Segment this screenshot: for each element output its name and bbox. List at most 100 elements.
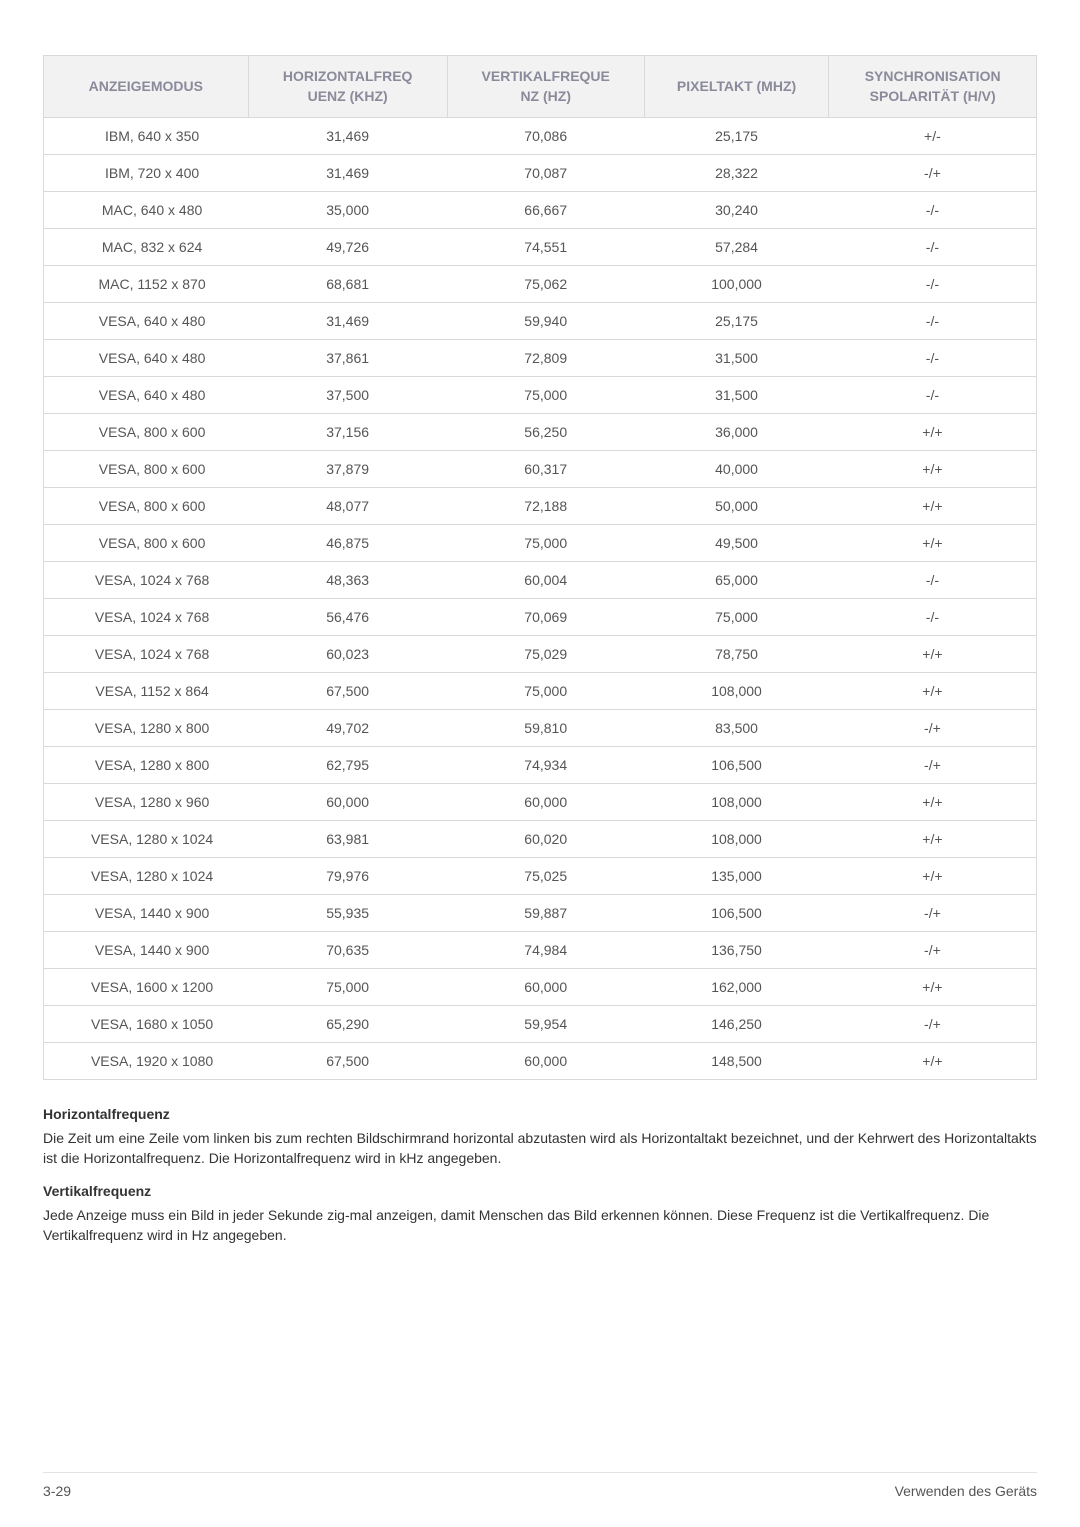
table-cell: 60,004 (447, 562, 644, 599)
heading-vertikalfrequenz: Vertikalfrequenz (43, 1183, 1037, 1199)
table-row: VESA, 1920 x 108067,50060,000148,500+/+ (44, 1043, 1037, 1080)
table-cell: 31,469 (248, 118, 447, 155)
page-footer: 3-29 Verwenden des Geräts (43, 1472, 1037, 1499)
table-row: VESA, 1024 x 76860,02375,02978,750+/+ (44, 636, 1037, 673)
table-cell: 46,875 (248, 525, 447, 562)
table-cell: +/+ (829, 636, 1037, 673)
table-cell: 75,025 (447, 858, 644, 895)
table-row: VESA, 1280 x 80049,70259,81083,500-/+ (44, 710, 1037, 747)
table-cell: 72,188 (447, 488, 644, 525)
table-cell: VESA, 800 x 600 (44, 414, 249, 451)
table-cell: 75,000 (447, 673, 644, 710)
table-cell: 66,667 (447, 192, 644, 229)
table-row: VESA, 1024 x 76856,47670,06975,000-/- (44, 599, 1037, 636)
table-cell: VESA, 640 x 480 (44, 303, 249, 340)
table-body: IBM, 640 x 35031,46970,08625,175+/-IBM, … (44, 118, 1037, 1080)
table-cell: -/+ (829, 1006, 1037, 1043)
table-cell: -/- (829, 266, 1037, 303)
table-cell: +/+ (829, 488, 1037, 525)
table-cell: 57,284 (644, 229, 829, 266)
footer-page-number: 3-29 (43, 1483, 71, 1499)
text-vertikalfrequenz: Jede Anzeige muss ein Bild in jeder Seku… (43, 1205, 1037, 1246)
table-cell: +/+ (829, 451, 1037, 488)
table-cell: VESA, 1440 x 900 (44, 895, 249, 932)
table-cell: 75,062 (447, 266, 644, 303)
table-cell: 59,940 (447, 303, 644, 340)
table-row: VESA, 1280 x 80062,79574,934106,500-/+ (44, 747, 1037, 784)
table-cell: 56,476 (248, 599, 447, 636)
table-cell: 75,000 (644, 599, 829, 636)
table-cell: VESA, 800 x 600 (44, 488, 249, 525)
table-cell: VESA, 1280 x 1024 (44, 858, 249, 895)
table-cell: +/+ (829, 414, 1037, 451)
table-cell: VESA, 800 x 600 (44, 525, 249, 562)
table-cell: 65,290 (248, 1006, 447, 1043)
table-cell: 74,984 (447, 932, 644, 969)
table-cell: +/+ (829, 673, 1037, 710)
table-cell: +/+ (829, 1043, 1037, 1080)
table-cell: 108,000 (644, 821, 829, 858)
table-cell: 106,500 (644, 895, 829, 932)
text-horizontalfrequenz: Die Zeit um eine Zeile vom linken bis zu… (43, 1128, 1037, 1169)
heading-horizontalfrequenz: Horizontalfrequenz (43, 1106, 1037, 1122)
table-cell: 60,023 (248, 636, 447, 673)
footer-section-title: Verwenden des Geräts (895, 1483, 1037, 1499)
table-cell: 37,861 (248, 340, 447, 377)
table-cell: 35,000 (248, 192, 447, 229)
table-cell: 75,000 (447, 377, 644, 414)
table-cell: 28,322 (644, 155, 829, 192)
col-header-hfreq: HORIZONTALFREQ UENZ (KHZ) (248, 56, 447, 118)
table-cell: 70,086 (447, 118, 644, 155)
table-cell: -/- (829, 340, 1037, 377)
table-cell: -/+ (829, 932, 1037, 969)
table-row: VESA, 1152 x 86467,50075,000108,000+/+ (44, 673, 1037, 710)
table-cell: 78,750 (644, 636, 829, 673)
table-cell: 135,000 (644, 858, 829, 895)
col-header-vfreq: VERTIKALFREQUE NZ (HZ) (447, 56, 644, 118)
table-cell: 60,000 (447, 1043, 644, 1080)
table-cell: 108,000 (644, 784, 829, 821)
table-cell: VESA, 1280 x 800 (44, 747, 249, 784)
table-cell: VESA, 800 x 600 (44, 451, 249, 488)
table-row: VESA, 1280 x 102463,98160,020108,000+/+ (44, 821, 1037, 858)
table-cell: 36,000 (644, 414, 829, 451)
table-cell: 37,500 (248, 377, 447, 414)
table-row: MAC, 1152 x 87068,68175,062100,000-/- (44, 266, 1037, 303)
table-cell: 59,887 (447, 895, 644, 932)
table-cell: 40,000 (644, 451, 829, 488)
table-cell: 59,954 (447, 1006, 644, 1043)
table-cell: 106,500 (644, 747, 829, 784)
table-cell: 72,809 (447, 340, 644, 377)
table-cell: VESA, 1024 x 768 (44, 562, 249, 599)
table-cell: 60,000 (447, 969, 644, 1006)
table-cell: MAC, 1152 x 870 (44, 266, 249, 303)
table-cell: MAC, 832 x 624 (44, 229, 249, 266)
table-cell: 63,981 (248, 821, 447, 858)
table-cell: 50,000 (644, 488, 829, 525)
table-cell: 48,363 (248, 562, 447, 599)
table-cell: 60,000 (248, 784, 447, 821)
table-cell: VESA, 640 x 480 (44, 340, 249, 377)
table-cell: 62,795 (248, 747, 447, 784)
table-cell: 49,702 (248, 710, 447, 747)
table-cell: 74,934 (447, 747, 644, 784)
table-row: VESA, 800 x 60037,15656,25036,000+/+ (44, 414, 1037, 451)
table-cell: -/+ (829, 747, 1037, 784)
table-cell: 31,469 (248, 155, 447, 192)
table-cell: 31,469 (248, 303, 447, 340)
table-cell: 70,087 (447, 155, 644, 192)
table-cell: 75,000 (447, 525, 644, 562)
table-row: VESA, 800 x 60037,87960,31740,000+/+ (44, 451, 1037, 488)
table-cell: 136,750 (644, 932, 829, 969)
table-cell: IBM, 720 x 400 (44, 155, 249, 192)
table-cell: +/+ (829, 858, 1037, 895)
table-header-row: ANZEIGEMODUS HORIZONTALFREQ UENZ (KHZ) V… (44, 56, 1037, 118)
table-cell: 31,500 (644, 340, 829, 377)
table-cell: -/- (829, 377, 1037, 414)
table-cell: VESA, 1600 x 1200 (44, 969, 249, 1006)
table-cell: 79,976 (248, 858, 447, 895)
table-cell: 49,500 (644, 525, 829, 562)
display-modes-table: ANZEIGEMODUS HORIZONTALFREQ UENZ (KHZ) V… (43, 55, 1037, 1080)
table-cell: 108,000 (644, 673, 829, 710)
table-cell: VESA, 1280 x 1024 (44, 821, 249, 858)
